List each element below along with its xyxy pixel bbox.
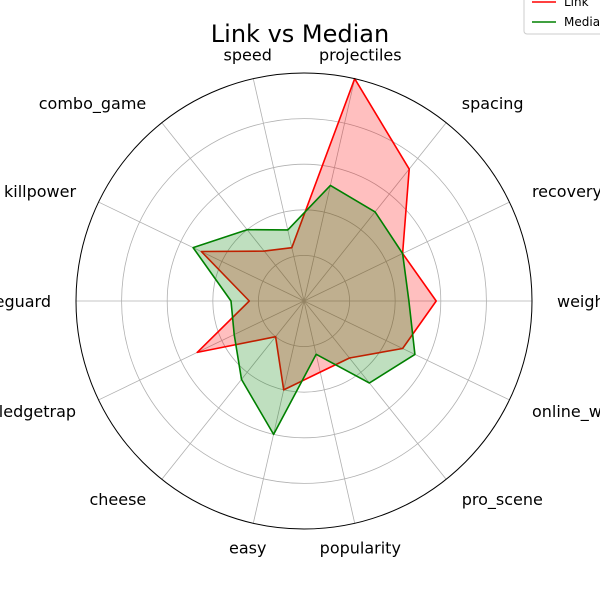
- series-fill-link: [197, 78, 437, 390]
- grid-spoke: [303, 78, 356, 302]
- chart-title: Link vs Median: [211, 20, 389, 48]
- series-line-link: [196, 77, 438, 391]
- axis-label-speed: speed: [224, 45, 272, 64]
- grid-spoke: [303, 300, 510, 401]
- axis-label-popularity: popularity: [320, 539, 401, 558]
- axis-label-killpower: killpower: [4, 182, 76, 201]
- axis-label-projectiles: projectiles: [319, 45, 402, 64]
- grid-spoke: [303, 300, 447, 480]
- legend-box: [523, 0, 600, 35]
- grid-spoke: [303, 201, 510, 302]
- axis-label-recovery: recovery: [532, 182, 600, 201]
- axis-label-combo_game: combo_game: [39, 94, 147, 114]
- series-fill-median: [193, 185, 415, 435]
- axis-label-online_winrate: online_winrate: [532, 402, 600, 422]
- series-layer: [192, 77, 438, 436]
- legend-label-median: Median: [564, 15, 600, 29]
- axis-label-weight: weight: [557, 292, 600, 311]
- grid-spoke: [252, 300, 305, 524]
- axis-labels: weight recovery spacing projectiles speed com…: [0, 45, 600, 557]
- axis-label-cheese: cheese: [89, 490, 146, 509]
- grid-spoke: [98, 300, 305, 401]
- axis-label-pro_scene: pro_scene: [462, 490, 543, 510]
- grid-spoke: [303, 300, 356, 524]
- grid-spoke: [161, 300, 305, 480]
- axis-label-ledgetrap: ledgetrap: [0, 402, 76, 421]
- grid: [76, 78, 532, 524]
- grid-spoke: [252, 78, 305, 302]
- legend-label-link: Link: [564, 0, 589, 9]
- axis-label-edgeguard: edgeguard: [0, 292, 51, 311]
- axis-label-spacing: spacing: [462, 94, 524, 113]
- outer-ring: [75, 72, 533, 530]
- grid-spoke: [161, 122, 305, 302]
- axis-label-easy: easy: [229, 539, 266, 558]
- series-line-median: [192, 184, 416, 436]
- legend: Link Median: [523, 0, 600, 35]
